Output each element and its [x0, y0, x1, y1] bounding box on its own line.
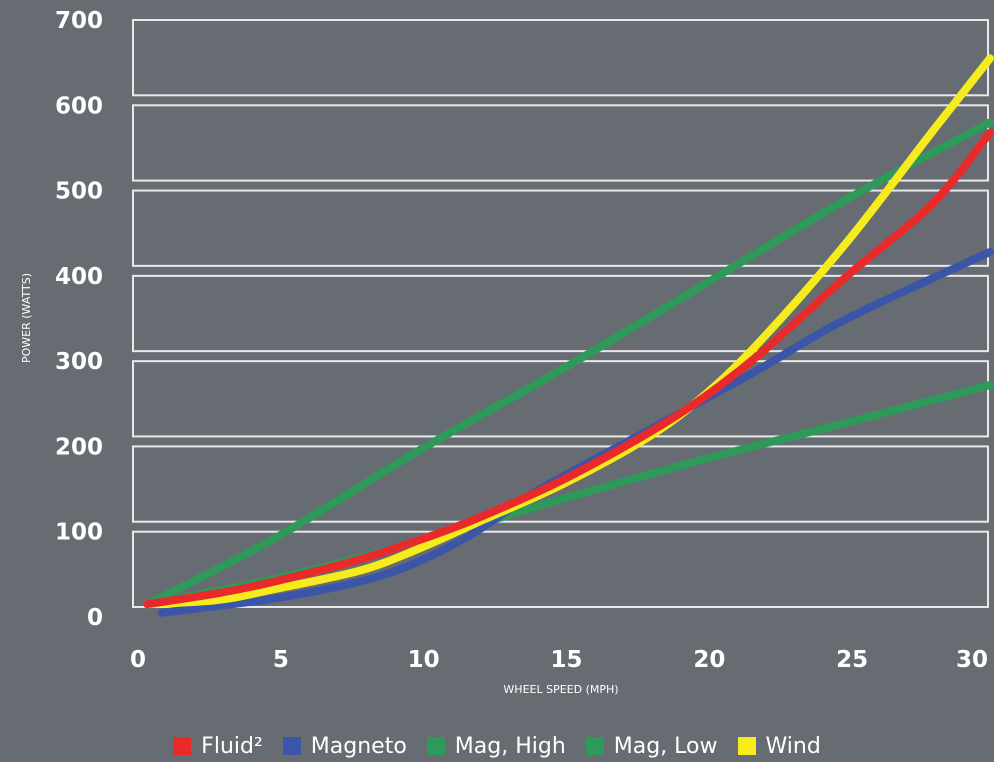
legend-swatch: [282, 737, 301, 755]
legend-label: Mag, High: [454, 733, 566, 759]
x-tick-label: 25: [836, 647, 868, 673]
legend-label: Wind: [765, 733, 821, 759]
series-line-mag-low: [143, 381, 994, 609]
grid-band: [132, 19, 989, 97]
x-tick-label: 0: [130, 647, 146, 673]
legend: Fluid² Magneto Mag, High Mag, Low Wind: [0, 730, 994, 762]
x-tick-label: 30: [956, 647, 988, 673]
x-tick-label: 15: [550, 647, 582, 673]
legend-item: Mag, High: [426, 733, 566, 759]
y-tick-label: 500: [55, 179, 103, 205]
x-axis-label: WHEEL SPEED (MPH): [503, 683, 618, 696]
y-tick-labels: 0 100 200 300 400 500 600 700: [55, 8, 103, 631]
grid-band: [132, 445, 989, 523]
legend-swatch: [585, 737, 604, 755]
y-tick-label: 100: [55, 520, 103, 546]
y-tick-label: 700: [55, 8, 103, 34]
x-tick-label: 10: [408, 647, 440, 673]
grid-band: [132, 104, 989, 182]
legend-item: Fluid²: [173, 734, 263, 759]
legend-swatch: [737, 737, 756, 755]
x-tick-label: 20: [693, 647, 725, 673]
y-tick-label: 0: [87, 605, 103, 631]
legend-swatch: [426, 737, 445, 755]
series-line-magneto: [157, 247, 994, 617]
y-tick-label: 400: [55, 264, 103, 290]
power-chart: 0 100 200 300 400 500 600 700 0 5 10 15 20 25 30 WHEE…: [20, 8, 994, 696]
grid-band: [132, 274, 989, 353]
x-tick-labels: 0 5 10 15 20 25 30: [130, 647, 988, 673]
series-line-mag-high: [143, 118, 994, 609]
legend-label: Mag, Low: [613, 733, 718, 759]
y-tick-label: 600: [55, 93, 103, 119]
grid-band: [132, 360, 989, 438]
legend-item: Wind: [737, 733, 821, 759]
legend-swatch: [173, 737, 192, 755]
y-axis-label: POWER (WATTS): [20, 273, 33, 363]
series-lines: [143, 54, 994, 617]
legend-label: Fluid²: [201, 733, 263, 759]
y-tick-label: 300: [55, 349, 103, 375]
y-tick-label: 200: [55, 434, 103, 460]
legend-item: Mag, Low: [585, 733, 718, 759]
grid-band: [132, 530, 989, 609]
legend-item: Magneto: [282, 733, 407, 759]
x-tick-label: 5: [273, 647, 289, 673]
grid-band: [132, 189, 989, 267]
series-line-fluid: [143, 128, 994, 609]
legend-label: Magneto: [310, 733, 407, 759]
